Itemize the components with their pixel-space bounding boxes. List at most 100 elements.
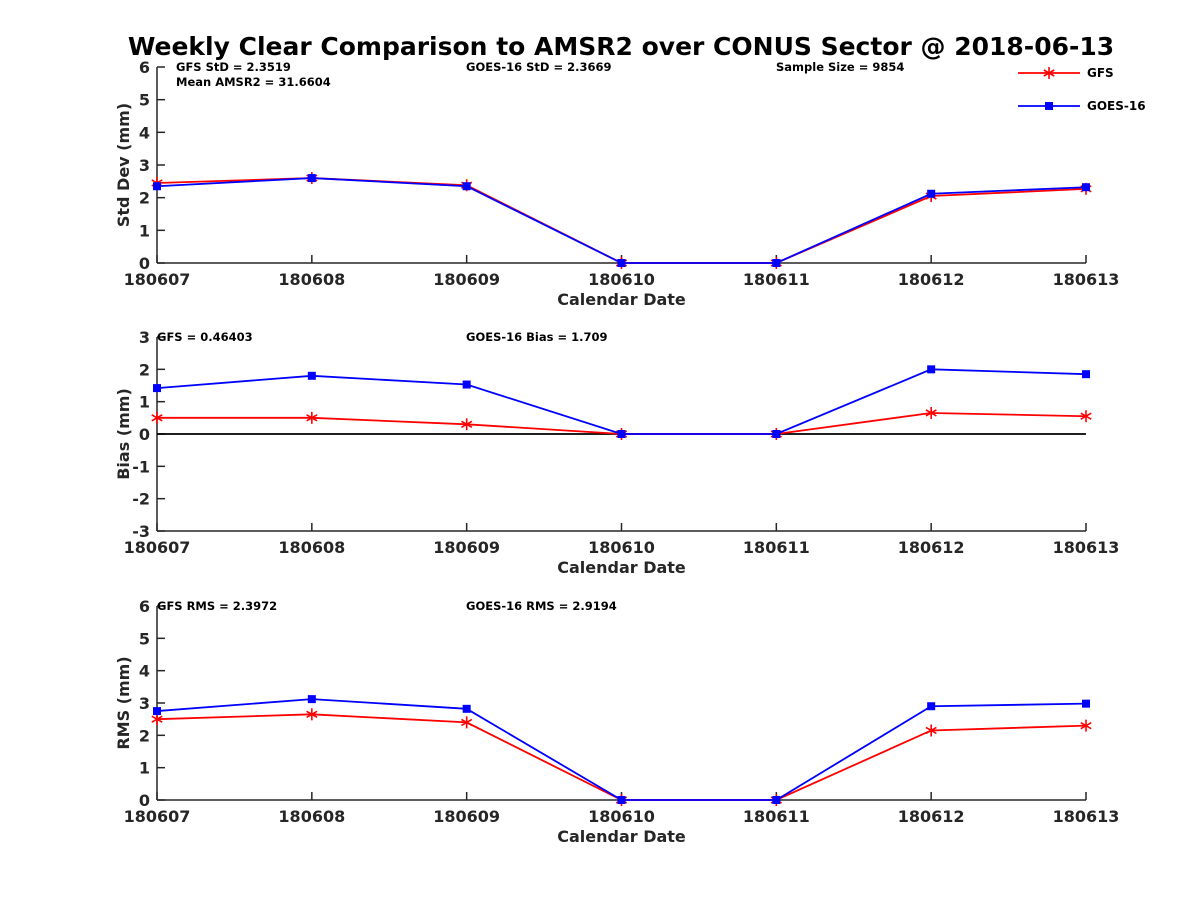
y-tick-label: 0 bbox=[139, 791, 150, 810]
data-point-gfs bbox=[306, 411, 318, 424]
data-point-gfs bbox=[1080, 410, 1092, 423]
legend-marker bbox=[1045, 102, 1053, 110]
data-point-gfs bbox=[151, 411, 163, 424]
data-point-goes-16 bbox=[772, 259, 781, 267]
stat-annotation: GFS = 0.46403 bbox=[157, 330, 253, 344]
stat-annotation: GFS RMS = 2.3972 bbox=[157, 599, 277, 613]
x-tick-label: 180612 bbox=[898, 538, 965, 557]
data-point-gfs bbox=[1080, 719, 1092, 732]
x-tick-label: 180610 bbox=[588, 538, 655, 557]
data-point-goes-16 bbox=[927, 189, 936, 198]
stat-annotation: GOES-16 StD = 2.3669 bbox=[466, 60, 611, 74]
x-tick-label: 180608 bbox=[278, 270, 345, 289]
y-tick-label: 1 bbox=[139, 393, 150, 412]
series-line-goes-16 bbox=[156, 368, 1087, 435]
data-point-goes-16 bbox=[772, 430, 781, 438]
data-point-gfs bbox=[925, 724, 937, 737]
legend-entry-gfs: GFS bbox=[1018, 66, 1114, 80]
x-tick-label: 180613 bbox=[1053, 538, 1120, 557]
legend-marker bbox=[1043, 67, 1055, 79]
series-line-gfs bbox=[156, 177, 1087, 264]
x-tick-label: 180608 bbox=[278, 538, 345, 557]
data-point-goes-16 bbox=[927, 702, 936, 711]
panel-rms: 0 1 2 3 4 5 6 180607 180608 180609 180610 180611 180… bbox=[114, 597, 1119, 846]
y-axis-label: Bias (mm) bbox=[114, 388, 133, 480]
x-tick-label: 180612 bbox=[898, 807, 965, 826]
data-point-gfs bbox=[461, 418, 473, 431]
stat-annotation: Mean AMSR2 = 31.6604 bbox=[176, 75, 331, 89]
legend: GFS GOES-16 bbox=[1018, 66, 1146, 113]
data-point-gfs bbox=[461, 716, 473, 729]
stat-annotation: Sample Size = 9854 bbox=[776, 60, 904, 74]
y-tick-label: 3 bbox=[139, 694, 150, 713]
stat-annotation: GFS StD = 2.3519 bbox=[176, 60, 291, 74]
data-point-goes-16 bbox=[617, 796, 626, 804]
y-tick-label: 2 bbox=[139, 189, 150, 208]
data-point-goes-16 bbox=[307, 174, 316, 183]
y-axis-label: Std Dev (mm) bbox=[114, 103, 133, 227]
y-tick-label: 0 bbox=[139, 254, 150, 273]
data-point-gfs bbox=[151, 713, 163, 726]
figure-title: Weekly Clear Comparison to AMSR2 over CO… bbox=[128, 32, 1114, 61]
data-point-goes-16 bbox=[1082, 370, 1090, 379]
panel-bias: -3 -2 -1 0 1 2 3 180607 180608 180609 180610 180611… bbox=[114, 328, 1119, 577]
x-tick-label: 180611 bbox=[743, 270, 810, 289]
x-tick-label: 180610 bbox=[588, 270, 655, 289]
y-tick-label: 1 bbox=[139, 759, 150, 778]
y-tick-label: -1 bbox=[132, 457, 150, 476]
data-point-goes-16 bbox=[462, 182, 471, 191]
data-point-goes-16 bbox=[153, 384, 161, 393]
data-point-goes-16 bbox=[1082, 699, 1090, 708]
data-point-gfs bbox=[306, 708, 318, 721]
x-axis-label: Calendar Date bbox=[557, 558, 686, 577]
x-tick-label: 180613 bbox=[1053, 270, 1120, 289]
data-point-goes-16 bbox=[153, 707, 161, 716]
data-point-goes-16 bbox=[462, 704, 471, 713]
y-tick-label: 6 bbox=[139, 58, 150, 77]
x-tick-label: 180613 bbox=[1053, 807, 1120, 826]
legend-label: GOES-16 bbox=[1087, 99, 1146, 113]
series-line-gfs bbox=[156, 713, 1087, 801]
y-tick-label: 5 bbox=[139, 91, 150, 110]
x-tick-label: 180610 bbox=[588, 807, 655, 826]
y-tick-label: -2 bbox=[132, 490, 150, 509]
x-tick-label: 180611 bbox=[743, 538, 810, 557]
y-tick-label: -3 bbox=[132, 522, 150, 541]
data-point-gfs bbox=[925, 406, 937, 419]
x-tick-label: 180611 bbox=[743, 807, 810, 826]
data-point-goes-16 bbox=[462, 380, 471, 389]
panel-std-dev: 0 1 2 3 4 5 6 180607 180608 180609 180610 180611 180… bbox=[114, 58, 1119, 309]
data-point-goes-16 bbox=[927, 365, 936, 374]
y-tick-label: 4 bbox=[139, 662, 150, 681]
y-tick-label: 2 bbox=[139, 360, 150, 379]
data-point-goes-16 bbox=[617, 430, 626, 438]
data-point-goes-16 bbox=[772, 796, 781, 804]
y-axis-label: RMS (mm) bbox=[114, 656, 133, 749]
x-tick-label: 180609 bbox=[433, 807, 500, 826]
series-line-goes-16 bbox=[156, 177, 1087, 264]
x-axis-label: Calendar Date bbox=[557, 290, 686, 309]
data-point-goes-16 bbox=[307, 371, 316, 380]
y-tick-label: 3 bbox=[139, 328, 150, 347]
stat-annotation: GOES-16 Bias = 1.709 bbox=[466, 330, 607, 344]
stat-annotation: GOES-16 RMS = 2.9194 bbox=[466, 599, 617, 613]
legend-label: GFS bbox=[1087, 66, 1114, 80]
y-tick-label: 2 bbox=[139, 726, 150, 745]
y-tick-label: 6 bbox=[139, 597, 150, 616]
x-axis-label: Calendar Date bbox=[557, 827, 686, 846]
y-tick-label: 3 bbox=[139, 156, 150, 175]
x-tick-label: 180607 bbox=[124, 538, 191, 557]
legend-entry-goes-16: GOES-16 bbox=[1018, 99, 1146, 113]
data-point-goes-16 bbox=[617, 259, 626, 267]
x-tick-label: 180608 bbox=[278, 807, 345, 826]
y-tick-label: 0 bbox=[139, 425, 150, 444]
y-tick-label: 4 bbox=[139, 123, 150, 142]
data-point-goes-16 bbox=[1082, 183, 1090, 192]
x-tick-label: 180612 bbox=[898, 270, 965, 289]
y-tick-label: 1 bbox=[139, 221, 150, 240]
data-point-goes-16 bbox=[307, 695, 316, 704]
x-tick-label: 180607 bbox=[124, 270, 191, 289]
x-tick-label: 180609 bbox=[433, 270, 500, 289]
x-tick-label: 180607 bbox=[124, 807, 191, 826]
